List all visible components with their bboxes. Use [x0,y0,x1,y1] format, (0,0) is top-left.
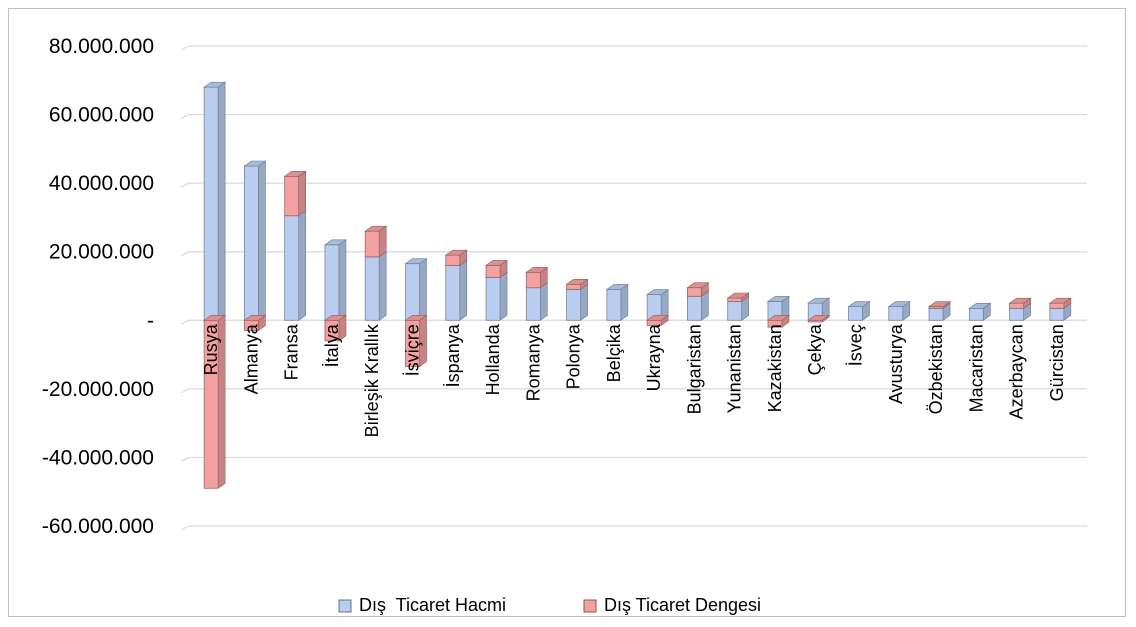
bar-balance [726,292,750,303]
y-tick-label: -60.000.000 [42,515,154,538]
bar-balance [1048,297,1072,309]
category-label: Gürcistan [1047,324,1067,401]
legend-swatch-balance [583,599,597,613]
bar-volume [646,288,670,321]
y-tick-label: 80.000.000 [49,35,154,58]
y-tick-label: 20.000.000 [49,241,154,264]
bar-balance [364,225,388,258]
bar-volume [847,300,871,321]
bar-balance [565,278,589,291]
legend-label-balance: Dış Ticaret Dengesi [604,595,761,615]
y-axis-ticks: 80.000.000 60.000.000 40.000.000 20.000.000… [42,35,154,538]
category-label: Belçika [604,323,624,382]
category-label: İsveç [846,324,866,366]
gridlines [180,45,1087,531]
bar-volume [404,258,428,321]
y-tick-label: 40.000.000 [49,172,154,195]
legend-swatch-volume [338,599,352,613]
category-label: Rusya [201,323,221,375]
category-label: Macaristan [966,324,986,412]
bar-balance [807,314,831,323]
category-label: Hollanda [483,323,503,395]
legend: Dış Ticaret Hacmi Dış Ticaret Dengesi [338,595,761,615]
category-labels: Rusya Almanya Fransa İtalya Birleşik Krallık… [201,323,1067,437]
bar-volume [968,302,992,321]
legend-label-volume: Dış Ticaret Hacmi [359,595,506,615]
bar-balance [203,314,227,489]
bar-volume [767,295,790,321]
category-label: Azerbaycan [1007,324,1027,419]
bar-volume [525,282,549,321]
bar-balance [404,314,428,368]
y-tick-label: 60.000.000 [49,104,154,127]
category-label: Ukrayna [644,323,664,391]
chart: 80.000.000 60.000.000 40.000.000 20.000.000… [42,35,1087,615]
bar-balance [525,266,549,289]
gridline-depth [180,525,190,531]
bar-balance [485,259,508,279]
category-label: Almanya [241,323,261,394]
bar-volume [283,210,307,321]
gridline-depth [180,456,190,462]
category-label: Polonya [564,323,584,389]
bar-volume [444,259,468,321]
bar-balance [444,249,468,267]
category-label: Kazakistan [765,324,785,412]
category-label: Fransa [282,323,302,380]
y-tick-label: - [147,309,154,332]
bar-volume [324,239,347,321]
category-label: Romanya [523,323,543,401]
category-label: İspanya [443,323,463,387]
bar-balance [324,314,347,342]
bar-volume [203,81,227,321]
bar-balance [767,314,790,328]
category-label: Birleşik Krallık [362,323,382,437]
chart-frame: 80.000.000 60.000.000 40.000.000 20.000.000… [8,8,1126,617]
bar-balance [243,314,267,332]
gridline-depth [180,388,190,394]
category-label: Özbekistan [926,324,946,414]
bar-balance [1008,297,1032,309]
gridline-depth [180,251,190,257]
bar-balance [646,314,670,327]
bar-volume [243,160,267,321]
gridline-depth [180,319,190,325]
bar-balance [283,170,307,217]
gridline-depth [180,45,190,51]
bar-volume [605,283,629,321]
category-label: İsviçre [403,324,423,376]
bar-volume [887,300,911,321]
category-label: Avusturya [886,323,906,404]
category-label: Yunanistan [725,324,745,413]
bars [203,81,1072,489]
bar-volume [485,271,508,321]
y-tick-label: -20.000.000 [42,378,154,401]
gridline-depth [180,114,190,120]
bar-balance [928,300,951,309]
bar-volume [364,251,388,321]
gridline-depth [180,182,190,188]
category-label: Bulgaristan [684,324,704,414]
y-tick-label: -40.000.000 [42,446,154,469]
category-label: İtalya [322,323,342,367]
bar-balance [686,282,710,297]
category-label: Çekya [805,323,825,375]
